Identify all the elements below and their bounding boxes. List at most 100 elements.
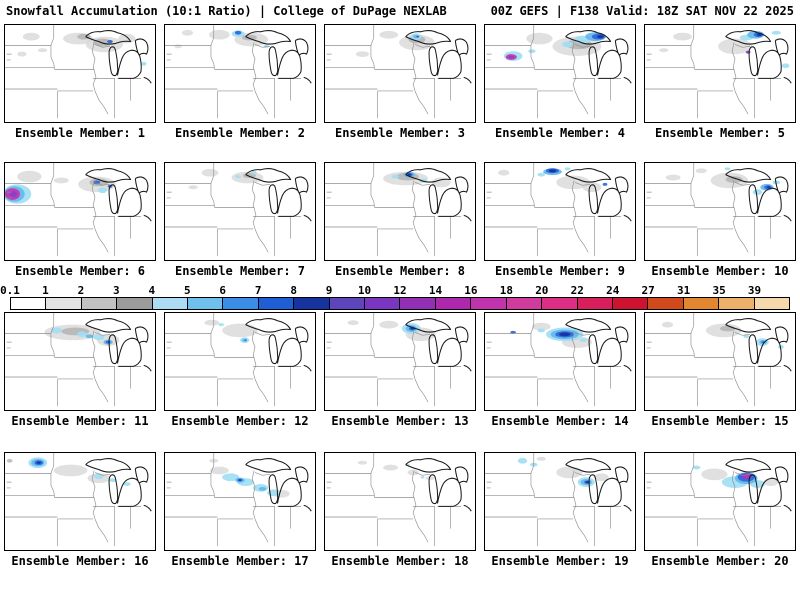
ensemble-label: Ensemble Member: 8 bbox=[334, 264, 466, 278]
colorbar-segment bbox=[577, 298, 613, 309]
ensemble-panel: Ensemble Member: 11 bbox=[4, 312, 156, 428]
colorbar-segment bbox=[294, 298, 330, 309]
colorbar-segment bbox=[612, 298, 649, 309]
colorbar-tick-label: 6 bbox=[219, 284, 227, 297]
ensemble-panel: Ensemble Member: 13 bbox=[324, 312, 476, 428]
colorbar-tick-label: 35 bbox=[712, 284, 726, 297]
colorbar-segment bbox=[46, 298, 82, 309]
colorbar-segment bbox=[117, 298, 153, 309]
ensemble-row-2: Ensemble Member: 6 Ensemble Member: 7 En… bbox=[0, 162, 800, 278]
colorbar-segment bbox=[400, 298, 436, 309]
ensemble-panel: Ensemble Member: 5 bbox=[644, 24, 796, 140]
header-bar: Snowfall Accumulation (10:1 Ratio) | Col… bbox=[0, 0, 800, 18]
ensemble-panel: Ensemble Member: 15 bbox=[644, 312, 796, 428]
ensemble-panel: Ensemble Member: 19 bbox=[484, 452, 636, 568]
ensemble-map bbox=[324, 312, 476, 411]
colorbar-segment bbox=[188, 298, 224, 309]
colorbar-segment bbox=[223, 298, 259, 309]
snowfall-shading-layer bbox=[325, 453, 472, 547]
snowfall-shading-layer bbox=[485, 453, 632, 547]
colorbar-segment bbox=[152, 298, 189, 309]
ensemble-row-1: Ensemble Member: 1 Ensemble Member: 2 En… bbox=[0, 24, 800, 140]
colorbar-tick-label: 2 bbox=[77, 284, 85, 297]
colorbar-segment bbox=[542, 298, 578, 309]
ensemble-panel: Ensemble Member: 7 bbox=[164, 162, 316, 278]
colorbar-segment bbox=[329, 298, 366, 309]
colorbar-tick-label: 9 bbox=[325, 284, 333, 297]
colorbar-segment bbox=[435, 298, 472, 309]
ensemble-row-3: Ensemble Member: 11 Ensemble Member: 12 … bbox=[0, 312, 800, 428]
ensemble-label: Ensemble Member: 17 bbox=[171, 554, 309, 568]
ensemble-map bbox=[164, 452, 316, 551]
ensemble-label: Ensemble Member: 9 bbox=[494, 264, 626, 278]
ensemble-panel: Ensemble Member: 4 bbox=[484, 24, 636, 140]
ensemble-row-4: Ensemble Member: 16 Ensemble Member: 17 … bbox=[0, 452, 800, 568]
colorbar-tick-label: 5 bbox=[183, 284, 191, 297]
snowfall-shading-layer bbox=[645, 163, 792, 257]
colorbar-tick-label: 12 bbox=[393, 284, 407, 297]
ensemble-label: Ensemble Member: 3 bbox=[334, 126, 466, 140]
colorbar-segment bbox=[81, 298, 118, 309]
colorbar: 0.1 1 2 3 4 5 6 7 8 9 10 12 14 16 18 20 22 24 27 31 35 39 bbox=[0, 284, 790, 310]
snowfall-shading-layer bbox=[325, 163, 472, 257]
snowfall-shading-layer bbox=[5, 313, 152, 407]
colorbar-tick-label: 22 bbox=[570, 284, 584, 297]
snowfall-shading-layer bbox=[325, 313, 472, 407]
ensemble-panel: Ensemble Member: 10 bbox=[644, 162, 796, 278]
snowfall-shading-layer bbox=[5, 25, 152, 119]
ensemble-label: Ensemble Member: 19 bbox=[491, 554, 629, 568]
colorbar-tick-label: 24 bbox=[606, 284, 620, 297]
ensemble-map bbox=[644, 312, 796, 411]
ensemble-label: Ensemble Member: 20 bbox=[651, 554, 789, 568]
colorbar-segment bbox=[506, 298, 543, 309]
ensemble-map bbox=[484, 452, 636, 551]
ensemble-map bbox=[4, 24, 156, 123]
ensemble-label: Ensemble Member: 18 bbox=[331, 554, 469, 568]
ensemble-map bbox=[324, 24, 476, 123]
snowfall-shading-layer bbox=[485, 163, 632, 257]
ensemble-label: Ensemble Member: 15 bbox=[651, 414, 789, 428]
colorbar-tick-label: 31 bbox=[677, 284, 691, 297]
colorbar-tick-label: 18 bbox=[499, 284, 513, 297]
colorbar-tick-label: 1 bbox=[42, 284, 49, 297]
colorbar-tick-label: 39 bbox=[747, 284, 762, 297]
snowfall-shading-layer bbox=[645, 25, 792, 119]
colorbar-segment bbox=[258, 298, 295, 309]
colorbar-tick-label: 4 bbox=[148, 284, 156, 297]
ensemble-panel: Ensemble Member: 17 bbox=[164, 452, 316, 568]
colorbar-tick-label: 7 bbox=[254, 284, 262, 297]
colorbar-tick-label: 0.1 bbox=[0, 284, 20, 297]
ensemble-map bbox=[484, 162, 636, 261]
ensemble-panel: Ensemble Member: 9 bbox=[484, 162, 636, 278]
ensemble-label: Ensemble Member: 6 bbox=[14, 264, 146, 278]
ensemble-map bbox=[644, 452, 796, 551]
ensemble-map bbox=[324, 452, 476, 551]
ensemble-label: Ensemble Member: 5 bbox=[654, 126, 786, 140]
ensemble-label: Ensemble Member: 1 bbox=[14, 126, 146, 140]
snowfall-shading-layer bbox=[5, 453, 152, 547]
colorbar-segment bbox=[365, 298, 401, 309]
ensemble-label: Ensemble Member: 2 bbox=[174, 126, 306, 140]
ensemble-panel: Ensemble Member: 1 bbox=[4, 24, 156, 140]
ensemble-label: Ensemble Member: 13 bbox=[331, 414, 469, 428]
ensemble-label: Ensemble Member: 11 bbox=[11, 414, 149, 428]
snowfall-shading-layer bbox=[645, 313, 792, 407]
snowfall-shading-layer bbox=[165, 313, 312, 407]
ensemble-map bbox=[4, 452, 156, 551]
snowfall-shading-layer bbox=[165, 163, 312, 257]
ensemble-map bbox=[644, 162, 796, 261]
colorbar-segment bbox=[683, 298, 720, 309]
ensemble-map bbox=[484, 312, 636, 411]
snowfall-shading-layer bbox=[485, 313, 632, 407]
ensemble-panel: Ensemble Member: 2 bbox=[164, 24, 316, 140]
ensemble-map bbox=[644, 24, 796, 123]
colorbar-segment bbox=[648, 298, 684, 309]
model-run-info: 00Z GEFS | F138 Valid: 18Z SAT NOV 22 20… bbox=[490, 4, 794, 18]
ensemble-label: Ensemble Member: 14 bbox=[491, 414, 629, 428]
ensemble-map bbox=[164, 312, 316, 411]
snowfall-shading-layer bbox=[5, 163, 152, 257]
colorbar-segment bbox=[471, 298, 507, 309]
ensemble-map bbox=[4, 162, 156, 261]
ensemble-panel: Ensemble Member: 20 bbox=[644, 452, 796, 568]
snowfall-shading-layer bbox=[325, 25, 472, 119]
